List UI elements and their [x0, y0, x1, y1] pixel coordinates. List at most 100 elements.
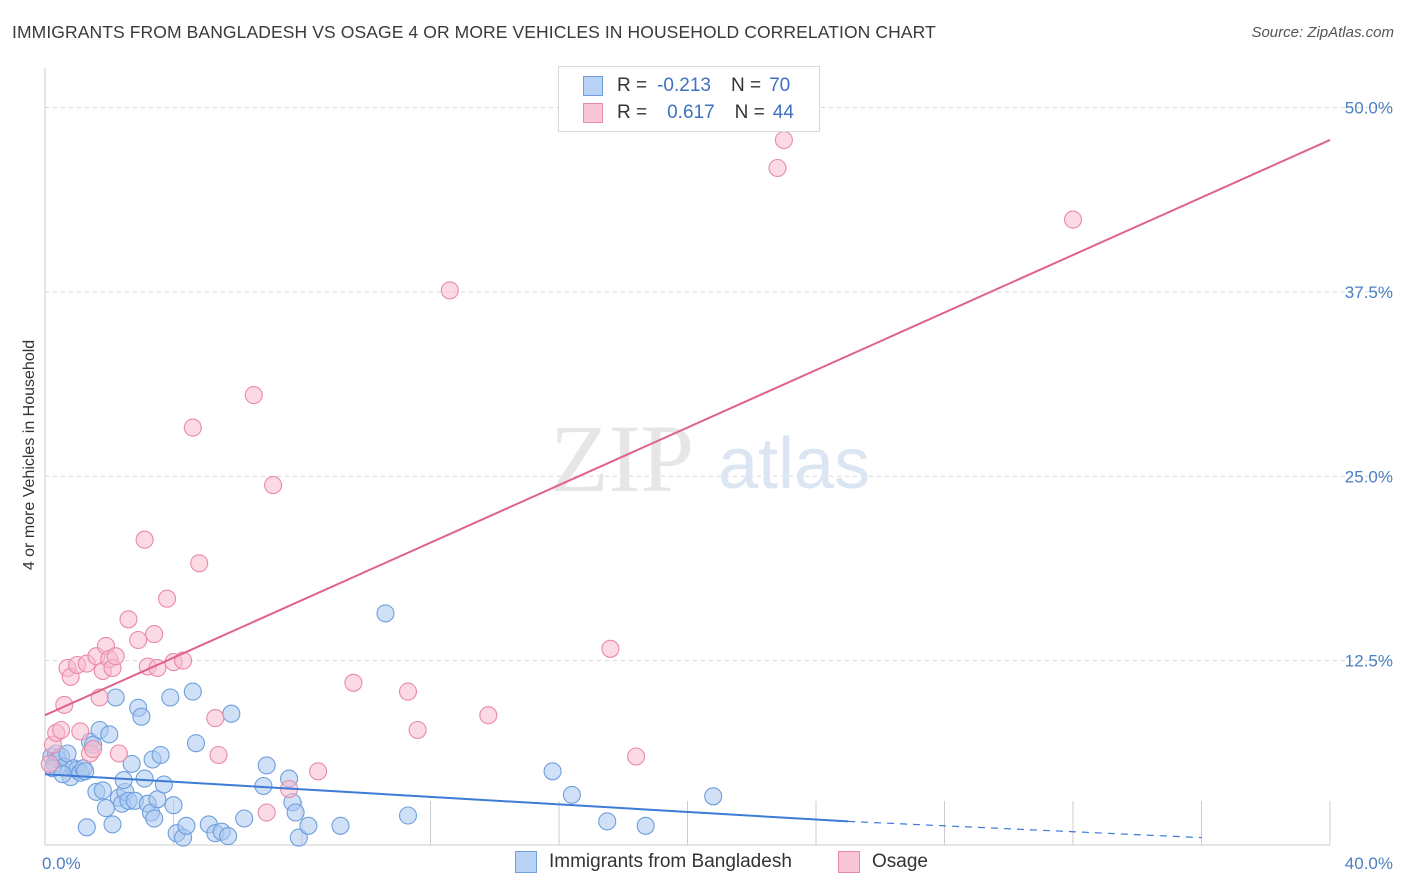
point-osage — [145, 625, 164, 644]
point-osage — [398, 682, 418, 701]
legend-r-label: R = — [617, 102, 648, 123]
y-tick-label: 37.5% — [1345, 283, 1393, 302]
point-bangladesh — [636, 816, 655, 835]
point-bangladesh — [148, 790, 167, 809]
point-osage — [774, 130, 793, 150]
point-bangladesh — [235, 809, 254, 828]
legend-label-bangladesh: Immigrants from Bangladesh — [549, 851, 792, 872]
y-tick-label: 12.5% — [1345, 652, 1393, 671]
grid-lines — [45, 107, 1392, 662]
data-points — [40, 130, 1083, 847]
point-bangladesh — [164, 796, 183, 815]
point-bangladesh — [177, 816, 196, 835]
point-osage — [52, 720, 71, 740]
y-tick-label: 25.0% — [1345, 467, 1393, 486]
watermark-zip: ZIP — [550, 405, 694, 512]
point-osage — [768, 158, 787, 178]
point-bangladesh — [289, 828, 308, 847]
point-osage — [71, 722, 90, 741]
point-osage — [601, 639, 620, 658]
legend-r-label: R = — [617, 75, 648, 96]
source-label: Source: ZipAtlas.com — [1251, 24, 1394, 41]
legend-row-bangladesh: R = -0.213 N = 70 — [583, 73, 790, 99]
point-bangladesh — [398, 806, 418, 825]
point-bangladesh — [154, 775, 173, 794]
point-osage — [135, 530, 154, 549]
point-bangladesh — [186, 734, 206, 753]
point-bangladesh — [704, 787, 723, 806]
point-bangladesh — [286, 803, 305, 822]
trendline-bangladesh-extension — [848, 820, 1202, 839]
legend-item-bangladesh[interactable]: Immigrants from Bangladesh — [515, 851, 792, 873]
legend-swatch-pink — [583, 103, 603, 123]
point-bangladesh — [100, 725, 119, 744]
point-osage — [84, 740, 103, 759]
legend-n-value: 70 — [769, 75, 791, 96]
legend-swatch-blue — [515, 851, 537, 873]
legend-row-osage: R = 0.617 N = 44 — [583, 100, 794, 126]
point-bangladesh — [161, 688, 180, 707]
point-osage — [206, 709, 225, 728]
point-osage — [440, 281, 459, 300]
point-osage — [183, 418, 202, 437]
point-osage — [190, 554, 209, 573]
point-bangladesh — [299, 816, 318, 835]
point-osage — [1063, 210, 1083, 229]
point-osage — [40, 754, 59, 773]
point-osage — [174, 651, 193, 670]
point-bangladesh — [93, 781, 112, 800]
point-bangladesh — [77, 818, 96, 837]
legend-n-label: N = — [730, 75, 762, 96]
point-osage — [479, 706, 498, 725]
point-bangladesh — [132, 707, 151, 726]
point-bangladesh — [376, 604, 395, 623]
legend-swatch-pink — [838, 851, 860, 873]
point-bangladesh — [135, 769, 154, 788]
point-bangladesh — [331, 816, 350, 835]
point-osage — [257, 803, 276, 822]
point-osage — [119, 610, 138, 629]
point-osage — [106, 647, 125, 666]
legend-n-label: N = — [734, 102, 765, 123]
legend-item-osage[interactable]: Osage — [838, 851, 928, 873]
point-osage — [158, 589, 177, 608]
point-bangladesh — [598, 812, 617, 831]
point-bangladesh — [122, 754, 141, 773]
chart-title: IMMIGRANTS FROM BANGLADESH VS OSAGE 4 OR… — [12, 22, 936, 42]
point-bangladesh — [219, 827, 238, 846]
watermark-atlas: atlas — [718, 424, 870, 504]
legend-r-value: -0.213 — [657, 75, 711, 96]
point-osage — [109, 744, 128, 763]
point-bangladesh — [562, 785, 581, 804]
legend-n-value: 44 — [772, 102, 794, 123]
legend-r-value: 0.617 — [667, 102, 715, 123]
point-osage — [264, 476, 283, 495]
series-legend: Immigrants from Bangladesh Osage — [0, 851, 1406, 877]
y-tick-label: 50.0% — [1345, 99, 1393, 118]
x-tick-label: 40.0% — [1345, 854, 1393, 873]
point-bangladesh — [103, 815, 122, 834]
legend-swatch-blue — [583, 76, 603, 96]
point-bangladesh — [543, 762, 562, 781]
point-osage — [209, 745, 228, 765]
point-osage — [309, 762, 328, 781]
tick-labels: 12.5% 25.0% 37.5% 50.0% 0.0% 40.0% — [42, 99, 1393, 874]
point-osage — [344, 673, 363, 692]
watermark: ZIP atlas — [550, 405, 870, 512]
point-osage — [408, 720, 427, 740]
trend-lines — [44, 139, 1331, 839]
trendline-osage — [44, 139, 1331, 717]
point-osage — [244, 386, 263, 405]
correlation-legend: R = -0.213 N = 70 R = 0.617 N = 44 — [558, 66, 820, 132]
point-bangladesh — [151, 745, 170, 765]
point-bangladesh — [145, 809, 164, 828]
x-tick-label: 0.0% — [42, 854, 81, 873]
legend-label-osage: Osage — [872, 851, 928, 872]
trendline-bangladesh — [44, 773, 849, 823]
point-bangladesh — [222, 704, 241, 723]
point-osage — [627, 747, 646, 766]
point-osage — [129, 630, 148, 650]
point-bangladesh — [106, 688, 125, 707]
point-bangladesh — [183, 682, 202, 701]
